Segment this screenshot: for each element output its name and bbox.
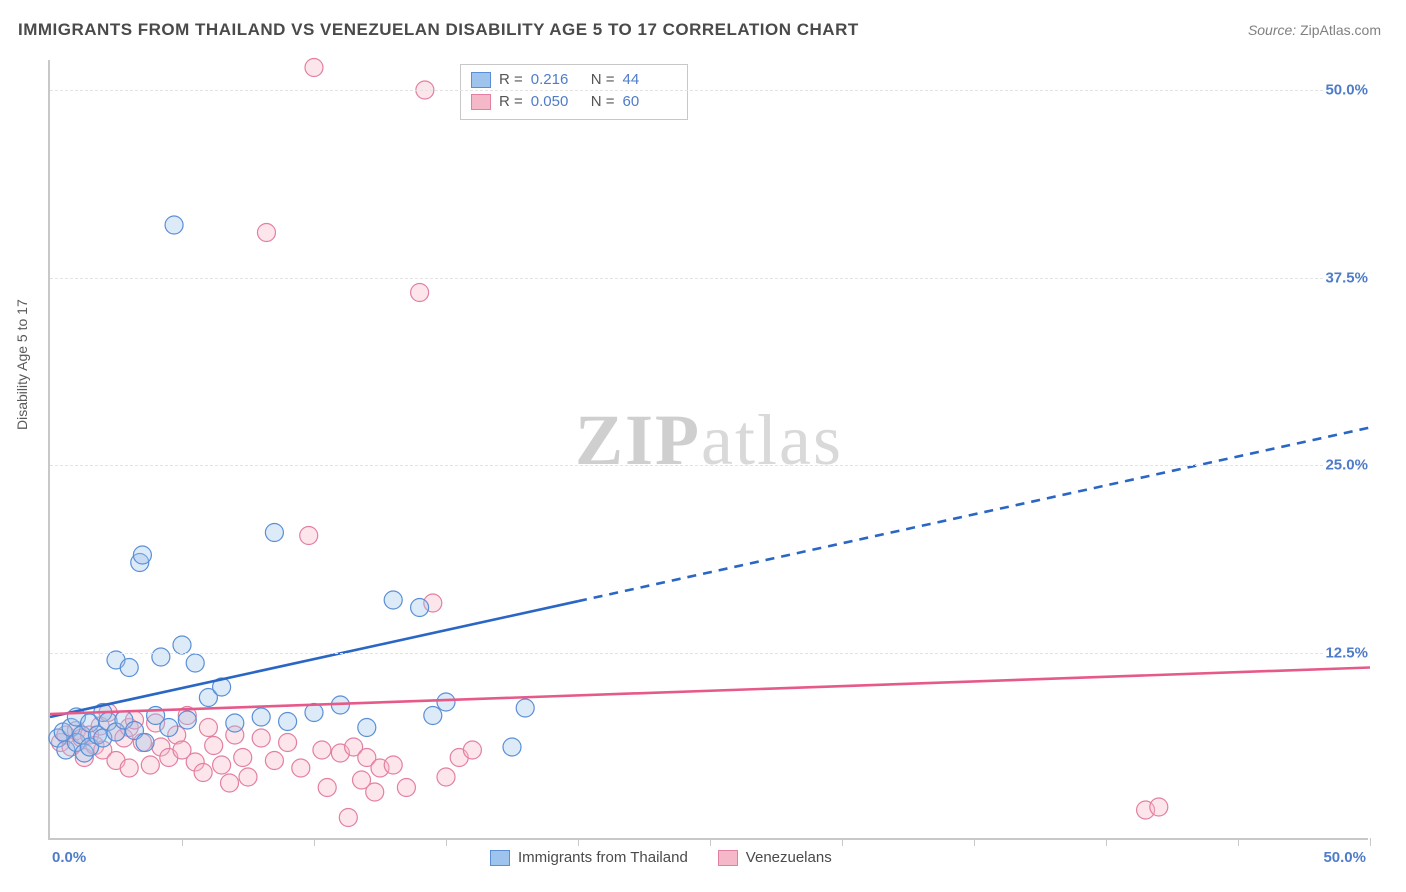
data-point	[165, 216, 183, 234]
data-point	[424, 707, 442, 725]
data-point	[133, 546, 151, 564]
data-point	[358, 719, 376, 737]
data-point	[194, 764, 212, 782]
data-point	[213, 756, 231, 774]
gridline	[50, 90, 1368, 91]
gridline	[50, 278, 1368, 279]
data-point	[239, 768, 257, 786]
source-value: ZipAtlas.com	[1300, 22, 1381, 38]
legend-bottom-label-1: Immigrants from Thailand	[518, 849, 688, 866]
data-point	[173, 636, 191, 654]
data-point	[160, 719, 178, 737]
data-point	[516, 699, 534, 717]
data-point	[1150, 798, 1168, 816]
data-point	[279, 734, 297, 752]
data-point	[339, 809, 357, 827]
data-point	[252, 708, 270, 726]
data-point	[313, 741, 331, 759]
data-point	[141, 756, 159, 774]
x-axis-min-label: 0.0%	[52, 849, 86, 866]
data-point	[397, 779, 415, 797]
source-label: Source:	[1248, 22, 1296, 38]
data-point	[120, 759, 138, 777]
data-point	[120, 659, 138, 677]
gridline	[50, 465, 1368, 466]
data-point	[384, 756, 402, 774]
data-point	[265, 752, 283, 770]
chart-title: IMMIGRANTS FROM THAILAND VS VENEZUELAN D…	[18, 20, 859, 40]
data-point	[411, 599, 429, 617]
data-point	[292, 759, 310, 777]
x-tick	[578, 838, 579, 846]
data-point	[305, 59, 323, 77]
data-point	[366, 783, 384, 801]
data-point	[279, 713, 297, 731]
x-tick	[1370, 838, 1371, 846]
legend-item-2: Venezuelans	[718, 849, 832, 866]
y-axis-title: Disability Age 5 to 17	[14, 299, 30, 430]
gridline	[50, 653, 1368, 654]
y-tick-label: 50.0%	[1323, 82, 1370, 99]
y-tick-label: 12.5%	[1323, 644, 1370, 661]
data-point	[300, 527, 318, 545]
legend-bottom-swatch-2	[718, 850, 738, 866]
data-point	[252, 729, 270, 747]
data-point	[265, 524, 283, 542]
data-point	[221, 774, 239, 792]
x-axis-max-label: 50.0%	[1323, 849, 1366, 866]
data-point	[199, 719, 217, 737]
x-tick	[182, 838, 183, 846]
x-tick	[446, 838, 447, 846]
x-tick	[314, 838, 315, 846]
x-tick	[710, 838, 711, 846]
data-point	[205, 737, 223, 755]
y-tick-label: 37.5%	[1323, 269, 1370, 286]
series-legend: Immigrants from Thailand Venezuelans	[490, 849, 832, 866]
x-tick	[1106, 838, 1107, 846]
trend-line-dashed	[578, 428, 1370, 602]
source-attribution: Source: ZipAtlas.com	[1248, 22, 1381, 38]
legend-bottom-label-2: Venezuelans	[746, 849, 832, 866]
data-point	[411, 284, 429, 302]
data-point	[384, 591, 402, 609]
legend-item-1: Immigrants from Thailand	[490, 849, 688, 866]
data-point	[178, 711, 196, 729]
data-point	[152, 648, 170, 666]
data-point	[136, 734, 154, 752]
data-point	[257, 224, 275, 242]
data-point	[503, 738, 521, 756]
legend-bottom-swatch-1	[490, 850, 510, 866]
y-tick-label: 25.0%	[1323, 457, 1370, 474]
data-point	[226, 714, 244, 732]
plot-area: ZIPatlas R = 0.216 N = 44 R = 0.050 N = …	[48, 60, 1368, 840]
x-tick	[1238, 838, 1239, 846]
data-point	[318, 779, 336, 797]
x-tick	[974, 838, 975, 846]
data-point	[463, 741, 481, 759]
data-point	[186, 654, 204, 672]
chart-svg	[50, 60, 1368, 838]
data-point	[437, 693, 455, 711]
x-tick	[842, 838, 843, 846]
data-point	[437, 768, 455, 786]
data-point	[234, 749, 252, 767]
